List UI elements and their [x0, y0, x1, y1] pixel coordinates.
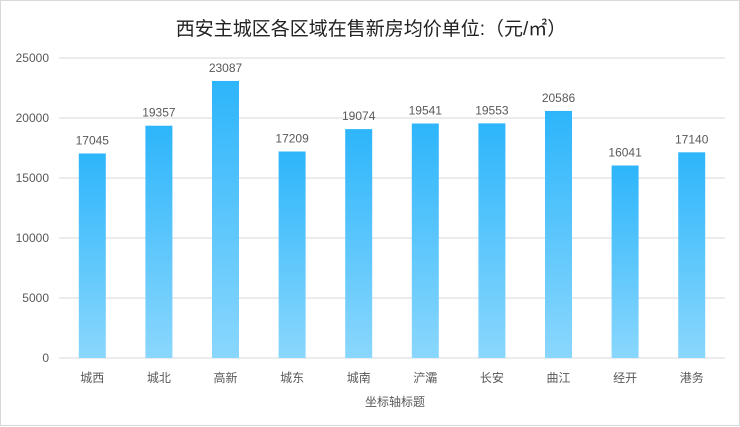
x-category-label: 曲江 — [546, 371, 570, 385]
data-label: 19074 — [342, 109, 376, 123]
y-tick-label: 15000 — [16, 171, 50, 185]
x-category-label: 高新 — [213, 370, 237, 385]
data-label: 17140 — [675, 132, 709, 146]
x-category-label: 浐灞 — [413, 371, 437, 385]
bar — [212, 80, 239, 359]
x-category-label: 城南 — [347, 370, 371, 385]
x-category-label: 经开 — [613, 371, 637, 385]
data-label: 19553 — [475, 103, 509, 117]
bar — [345, 129, 373, 358]
chart-title: 西安主城区各区域在售新房均价单位:（元/㎡） — [176, 17, 567, 40]
y-tick-label: 25000 — [16, 51, 50, 65]
bar — [145, 125, 173, 358]
y-tick-label: 20000 — [16, 111, 50, 125]
y-tick-label: 0 — [42, 351, 49, 365]
x-category-label: 城北 — [147, 371, 171, 385]
data-label: 17209 — [275, 131, 309, 145]
bar — [278, 151, 306, 358]
x-category-label: 城西 — [80, 371, 104, 385]
data-label: 20586 — [542, 91, 576, 105]
y-tick-label: 10000 — [16, 231, 50, 245]
data-label: 19541 — [409, 104, 443, 118]
data-label: 16041 — [608, 146, 642, 160]
x-category-label: 城东 — [280, 371, 304, 385]
bar — [678, 152, 706, 358]
bar — [545, 110, 572, 358]
bar — [478, 123, 506, 358]
bar — [411, 123, 439, 359]
data-label: 17045 — [76, 133, 110, 147]
y-tick-label: 5000 — [22, 291, 49, 305]
bar — [611, 165, 639, 358]
bar — [78, 153, 106, 358]
x-axis-title: 坐标轴标题 — [365, 394, 425, 409]
data-label: 19357 — [142, 106, 176, 120]
x-category-label: 长安 — [480, 370, 504, 385]
x-category-label: 港务 — [680, 370, 704, 385]
data-label: 23087 — [209, 61, 243, 75]
